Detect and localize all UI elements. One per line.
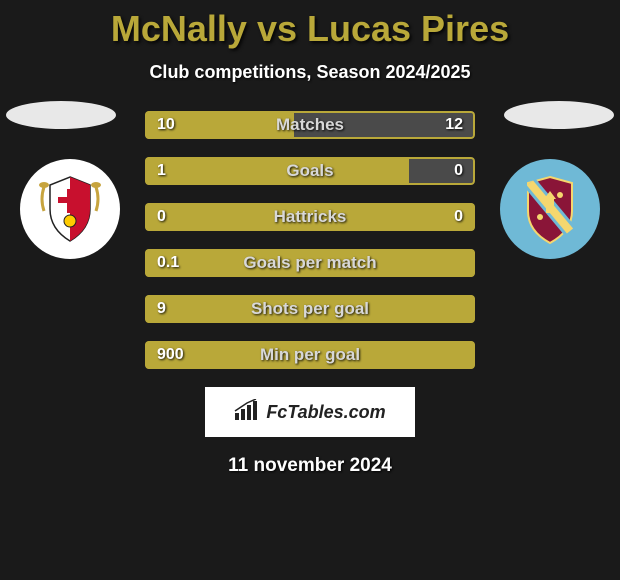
stat-row: Shots per goal9 (145, 295, 475, 323)
stat-value-left: 1 (157, 157, 166, 185)
stat-label: Goals per match (145, 249, 475, 277)
stat-row: Min per goal900 (145, 341, 475, 369)
stats-bars: Matches1012Goals10Hattricks00Goals per m… (145, 101, 475, 369)
stat-row: Hattricks0 0 (145, 203, 475, 231)
comparison-panel: Matches1012Goals10Hattricks00Goals per m… (0, 101, 620, 369)
stat-value-left: 0 (157, 203, 166, 231)
page-subtitle: Club competitions, Season 2024/2025 (0, 62, 620, 83)
stat-label: Hattricks (145, 203, 475, 231)
stat-label: Goals (145, 157, 475, 185)
team-badge-right (500, 159, 600, 259)
stat-value-left: 0.1 (157, 249, 179, 277)
date-text: 11 november 2024 (0, 455, 620, 477)
crest-left-icon (30, 169, 110, 249)
halo-right (504, 101, 614, 129)
stat-row: Matches10 12 (145, 111, 475, 139)
stat-row: Goals1 0 (145, 157, 475, 185)
stat-value-right: 0 (454, 203, 463, 231)
brand-text: FcTables.com (266, 402, 385, 423)
stat-value-left: 9 (157, 295, 166, 323)
halo-left (6, 101, 116, 129)
stat-label: Shots per goal (145, 295, 475, 323)
stat-value-right: 0 (454, 157, 463, 185)
crest-right-icon (510, 169, 590, 249)
brand-box: FcTables.com (205, 387, 415, 437)
stat-value-right: 12 (445, 111, 463, 139)
stat-label: Matches (145, 111, 475, 139)
stat-label: Min per goal (145, 341, 475, 369)
team-badge-left (20, 159, 120, 259)
page-title: McNally vs Lucas Pires (0, 0, 620, 50)
stat-value-left: 10 (157, 111, 175, 139)
chart-bars-icon (234, 399, 260, 426)
stat-row: Goals per match0.1 (145, 249, 475, 277)
stat-value-left: 900 (157, 341, 184, 369)
